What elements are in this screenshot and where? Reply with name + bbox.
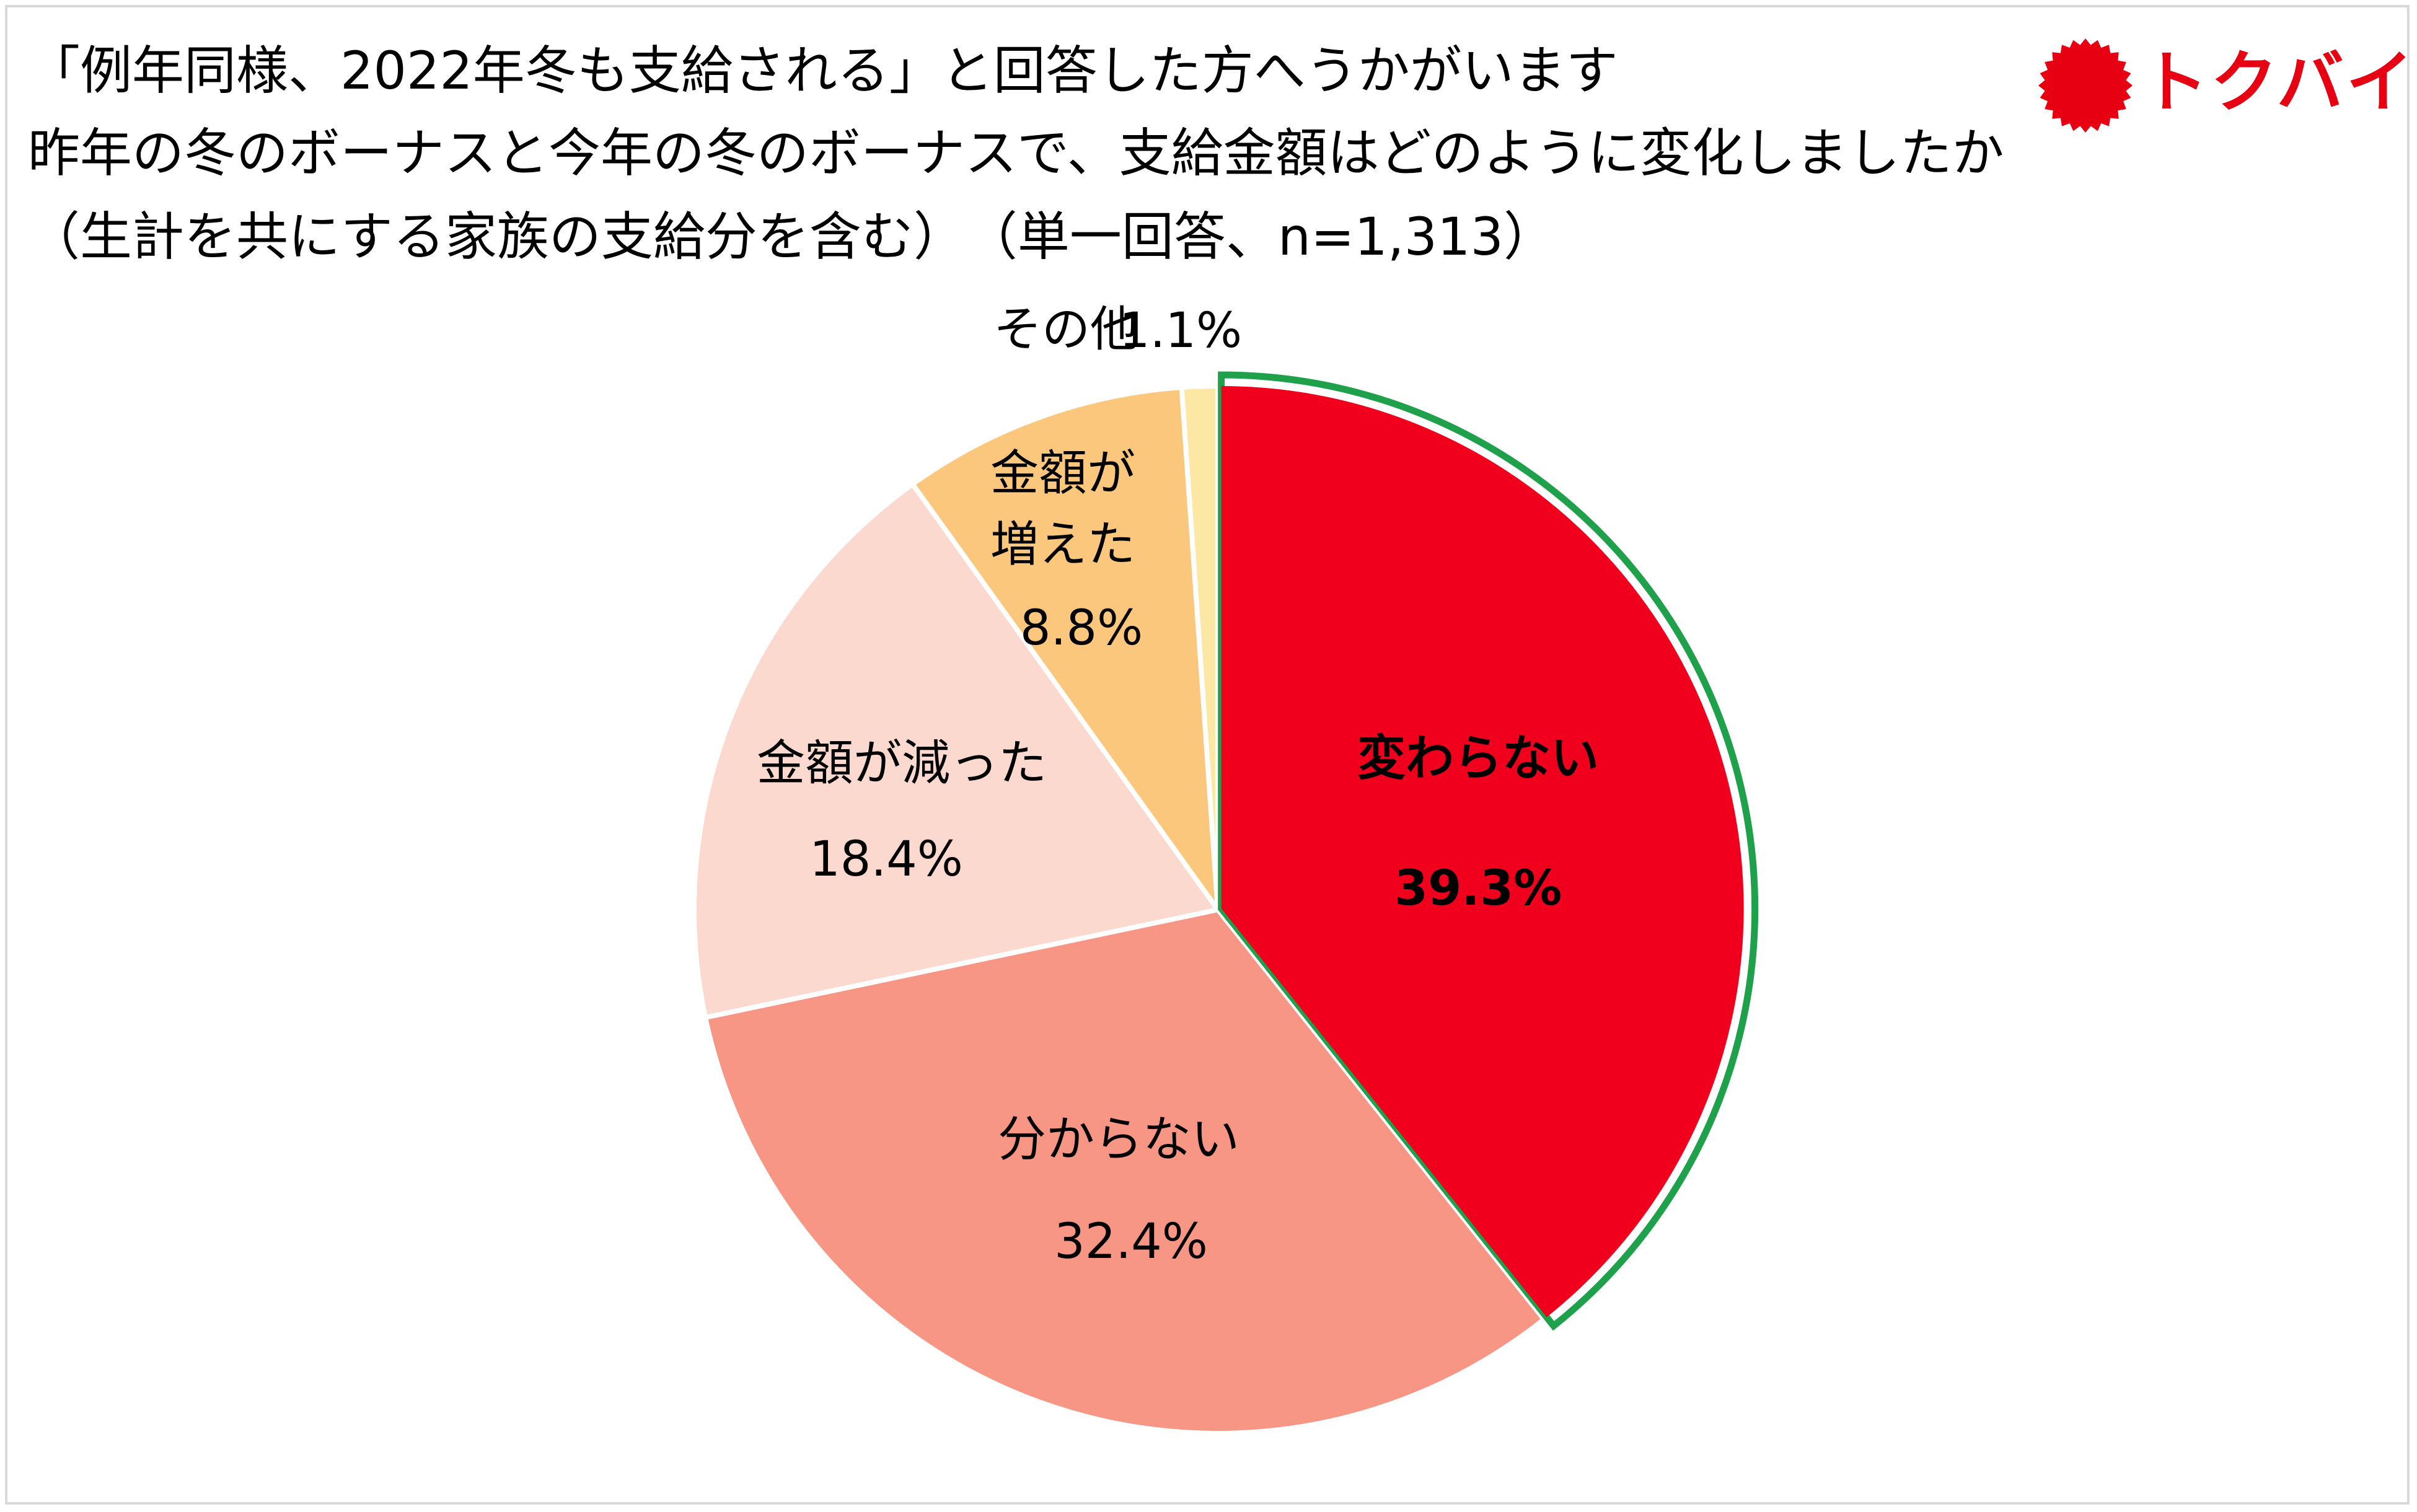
pie-slice-0: [1221, 386, 1744, 1317]
slice-value-1: 32.4%: [1054, 1214, 1208, 1270]
slice-label-3-line-1: 増えた: [990, 517, 1135, 573]
logo-text: トクバイ: [2141, 44, 2416, 121]
slice-label-3-line-0: 金額が: [990, 446, 1135, 501]
slice-label-1: 分からない: [998, 1112, 1239, 1167]
pie-slice-2: [692, 481, 1220, 1020]
slice-label-0: 変わらない: [1357, 731, 1599, 786]
tokubai-logo: トクバイ: [2036, 36, 2413, 135]
pie-slice-3: [910, 385, 1220, 912]
chart-title-line-1: 「例年同様、2022年冬も支給される」と回答した方へうかがいます: [28, 40, 1618, 101]
slice-value-2: 18.4%: [809, 832, 963, 887]
pie-slice-1: [703, 907, 1547, 1436]
slice-value-3: 8.8%: [1020, 600, 1143, 656]
slice-value-0: 39.3%: [1394, 861, 1562, 916]
red-starburst-icon: [2038, 38, 2133, 133]
pie-slice-4: [1179, 384, 1220, 912]
slice-label-2: 金額が減った: [757, 736, 1047, 791]
slice-value-4: 1.1%: [1119, 303, 1242, 359]
chart-title-line-3: （生計を共にする家族の支給分を含む） （単一回答、n=1,313）: [28, 206, 1556, 267]
highlighted-slice-group: [1218, 371, 1759, 1331]
chart-title-line-2: 昨年の冬のボーナスと今年の冬のボーナスで、支給金額はどのように変化しましたか: [28, 123, 2004, 183]
slice-label-4: その他: [993, 302, 1138, 358]
